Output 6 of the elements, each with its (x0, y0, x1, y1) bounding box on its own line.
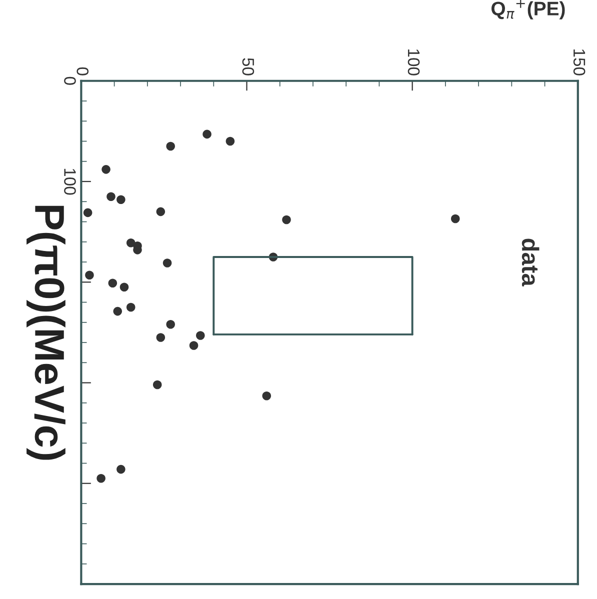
x-tick-label: 100 (408, 49, 420, 76)
x-tick-label: 0 (76, 67, 89, 76)
y-axis-title: P(π0)(MeV/c) (26, 206, 66, 460)
x-tick-label: 150 (573, 49, 586, 76)
x-tick-label: 50 (242, 58, 254, 76)
annotation: data (522, 238, 540, 286)
